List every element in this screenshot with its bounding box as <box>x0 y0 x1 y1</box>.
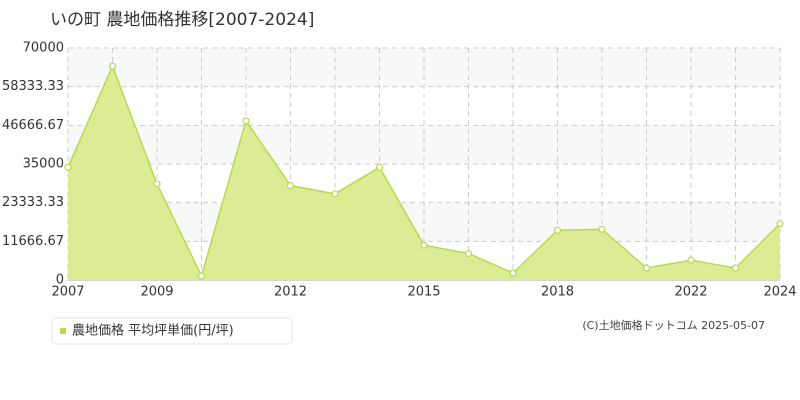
x-tick-label: 2007 <box>51 285 84 300</box>
point <box>731 264 740 272</box>
x-tick-label: 2009 <box>140 285 173 300</box>
point <box>242 117 250 125</box>
chart-title: いの町 農地価格推移[2007-2024] <box>50 10 314 30</box>
point <box>375 163 384 171</box>
y-tick-label: 23333.33 <box>2 195 64 210</box>
x-tick-label: 2012 <box>274 285 307 300</box>
point <box>286 181 295 190</box>
x-tick-label: 2024 <box>763 285 796 300</box>
point <box>197 272 206 280</box>
point <box>553 226 562 234</box>
point <box>464 249 473 258</box>
x-tick-label: 2018 <box>541 285 574 300</box>
point <box>642 264 651 272</box>
x-tick-label: 2015 <box>407 285 440 300</box>
copyright: (C)土地価格ドットコム 2025-05-07 <box>582 318 765 332</box>
y-tick-label: 58333.33 <box>2 79 64 94</box>
point <box>331 190 339 198</box>
legend-label: 農地価格 平均坪単価(円/坪) <box>72 323 234 339</box>
area <box>68 66 780 280</box>
y-tick-label: 0 <box>56 273 64 288</box>
x-tick-label: 2022 <box>674 285 707 300</box>
y-tick-label: 11666.67 <box>2 234 64 249</box>
point <box>420 241 428 249</box>
point <box>509 269 517 277</box>
y-tick-label: 70000 <box>23 41 64 56</box>
point <box>776 220 784 228</box>
point <box>687 256 695 264</box>
point <box>108 62 117 70</box>
legend-swatch <box>60 328 66 334</box>
point <box>153 180 161 188</box>
y-tick-label: 35000 <box>23 157 64 172</box>
point <box>598 225 606 233</box>
y-tick-label: 46666.67 <box>2 118 64 133</box>
legend-box <box>51 317 293 345</box>
point <box>64 163 72 171</box>
